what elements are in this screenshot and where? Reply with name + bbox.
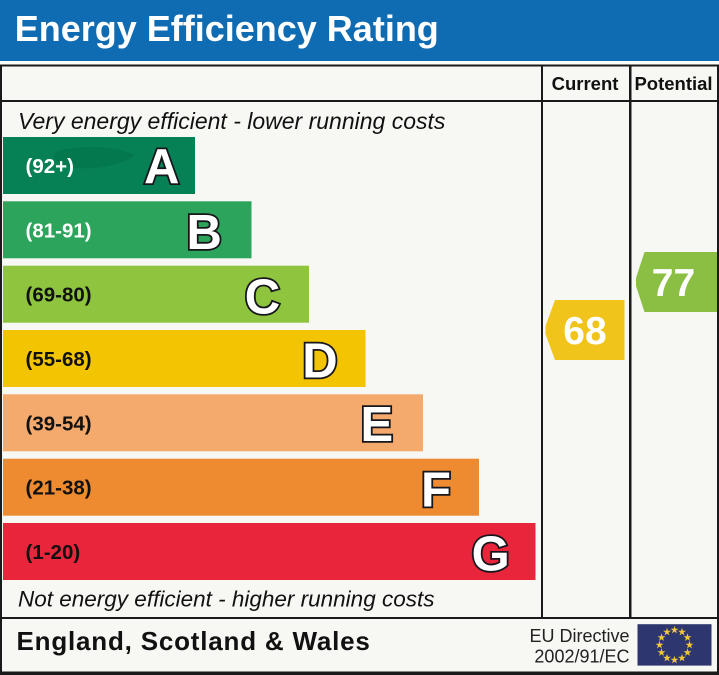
svg-text:A: A (144, 140, 179, 194)
svg-text:Energy Efficiency Rating: Energy Efficiency Rating (15, 8, 439, 49)
svg-text:77: 77 (652, 262, 695, 305)
svg-text:(21-38): (21-38) (26, 477, 92, 500)
svg-text:(69-80): (69-80) (26, 284, 92, 307)
svg-text:F: F (421, 464, 451, 518)
svg-text:(39-54): (39-54) (26, 412, 92, 435)
svg-text:G: G (472, 528, 510, 582)
svg-text:E: E (360, 398, 393, 452)
svg-text:(92+): (92+) (26, 155, 74, 178)
svg-text:B: B (187, 206, 222, 260)
svg-text:Current: Current (552, 73, 619, 94)
svg-text:Potential: Potential (634, 73, 712, 94)
svg-text:EU Directive: EU Directive (529, 626, 629, 646)
svg-text:C: C (245, 271, 280, 325)
svg-text:England, Scotland & Wales: England, Scotland & Wales (17, 626, 371, 656)
svg-text:(81-91): (81-91) (26, 219, 92, 242)
svg-text:68: 68 (563, 310, 606, 353)
svg-text:(55-68): (55-68) (26, 348, 92, 371)
svg-text:(1-20): (1-20) (26, 541, 81, 564)
svg-text:Not energy efficient - higher: Not energy efficient - higher running co… (18, 587, 434, 612)
svg-text:2002/91/EC: 2002/91/EC (534, 647, 629, 667)
svg-text:D: D (302, 335, 337, 389)
svg-text:Very energy efficient - lower: Very energy efficient - lower running co… (18, 108, 446, 134)
